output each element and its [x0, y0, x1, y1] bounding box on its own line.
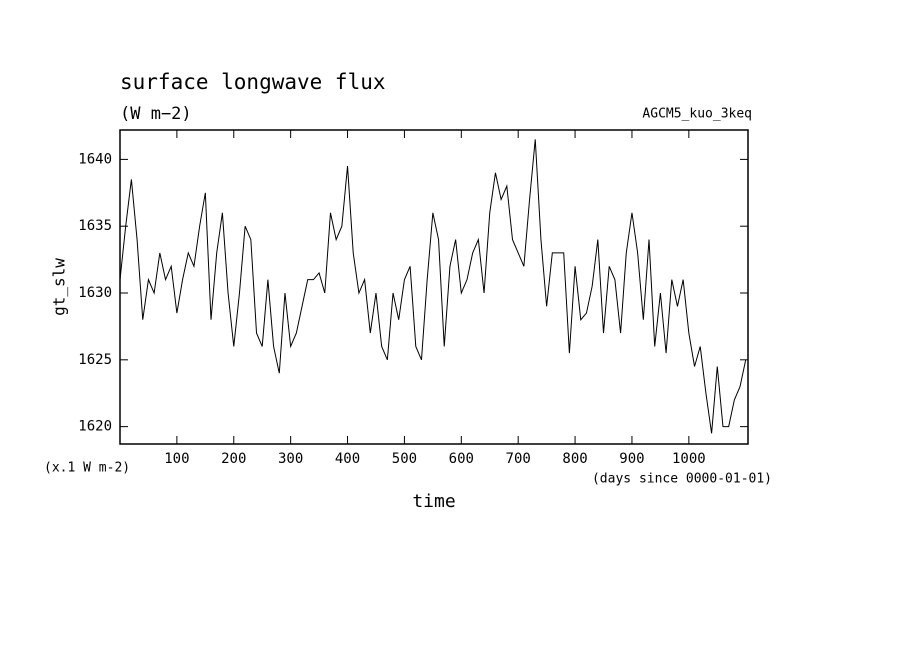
y-tick-label: 1620	[78, 419, 112, 435]
x-tick-label: 800	[562, 451, 587, 467]
x-tick-label: 100	[164, 451, 189, 467]
y-tick-label: 1635	[78, 218, 112, 234]
chart-subtitle: (W m−2)	[120, 104, 192, 124]
y-axis-label: gt_slw	[50, 258, 69, 316]
x-tick-label: 400	[335, 451, 360, 467]
data-line	[119, 139, 747, 434]
y-tick-label: 1630	[78, 285, 112, 301]
x-tick-label: 200	[221, 451, 246, 467]
x-tick-label: 700	[506, 451, 531, 467]
plot-frame	[119, 129, 749, 445]
x-unit-note: (days since 0000-01-01)	[592, 472, 772, 487]
x-tick-label: 1000	[672, 451, 706, 467]
x-tick-label: 300	[278, 451, 303, 467]
chart-title: surface longwave flux	[120, 70, 386, 94]
annotation: AGCM5_kuo_3keq	[642, 107, 752, 122]
y-tick-label: 1625	[78, 352, 112, 368]
x-tick-label: 600	[449, 451, 474, 467]
x-tick-label: 900	[619, 451, 644, 467]
x-tick-label: 500	[392, 451, 417, 467]
y-tick-label: 1640	[78, 151, 112, 167]
x-axis-label: time	[412, 491, 455, 512]
y-unit-note: (x.1 W m-2)	[44, 461, 130, 476]
